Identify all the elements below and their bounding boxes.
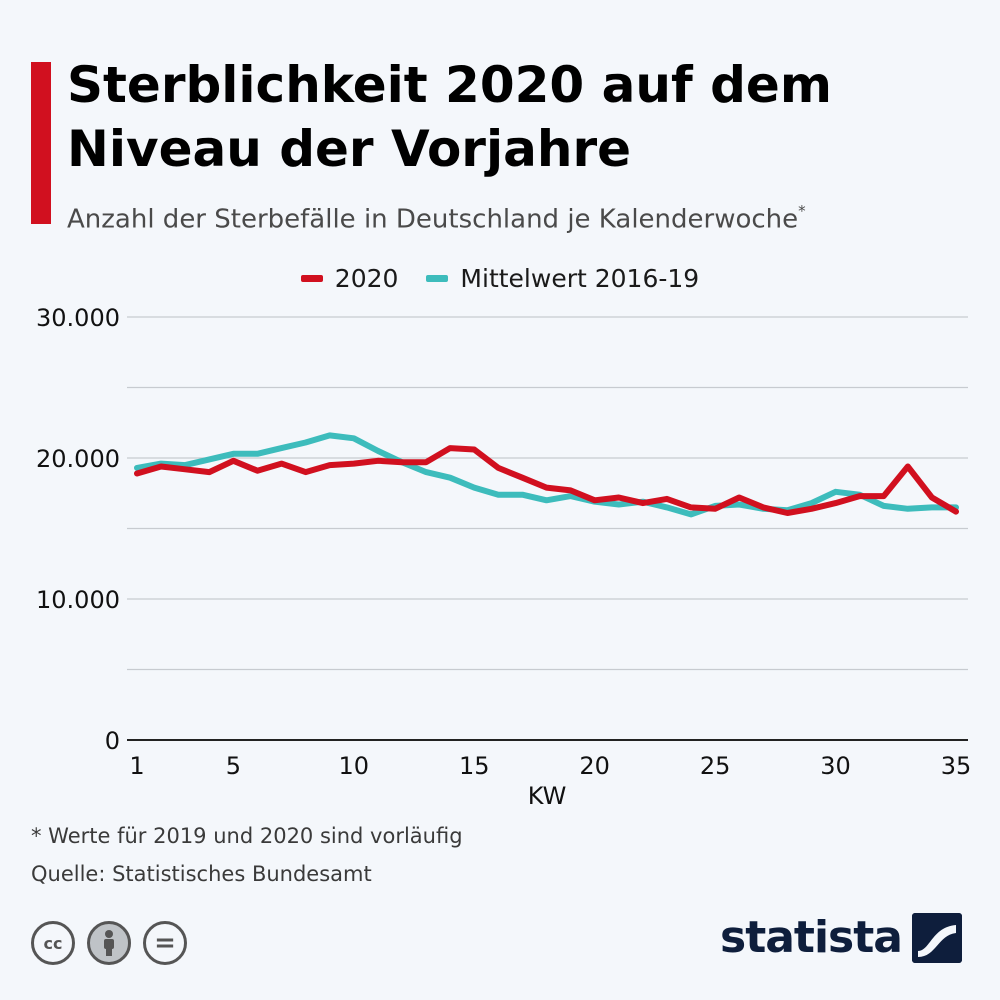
y-tick-label: 20.000	[36, 445, 120, 473]
x-tick-label: 30	[820, 752, 851, 780]
x-tick-label: 20	[579, 752, 610, 780]
title-accent-bar	[31, 62, 51, 224]
nd-icon-text: =	[154, 928, 176, 958]
x-axis-ticks: 1 5 10 15 20 25 30 35	[129, 752, 971, 780]
x-axis-label: KW	[528, 782, 567, 810]
y-axis-ticks: 0 10.000 20.000 30.000	[36, 304, 120, 755]
chart-series	[134, 432, 959, 518]
statista-brand[interactable]: statista	[720, 912, 962, 963]
legend-item-mittelwert: Mittelwert 2016-19	[426, 264, 699, 293]
nd-equals-icon[interactable]: =	[143, 921, 187, 965]
subtitle-footnote-mark: *	[798, 202, 806, 220]
license-icons: cc =	[31, 921, 187, 965]
footnote: * Werte für 2019 und 2020 sind vorläufig	[31, 824, 463, 848]
x-tick-label: 10	[339, 752, 370, 780]
chart-title: Sterblichkeit 2020 auf dem Niveau der Vo…	[67, 56, 832, 178]
chart-subtitle: Anzahl der Sterbefälle in Deutschland je…	[67, 193, 806, 240]
series-line-2020	[134, 445, 959, 516]
x-tick-label: 5	[226, 752, 241, 780]
statista-logo-icon	[911, 912, 962, 963]
brand-wordmark: statista	[720, 912, 903, 963]
x-tick-label: 15	[459, 752, 490, 780]
y-tick-label: 10.000	[36, 586, 120, 614]
x-tick-label: 25	[700, 752, 731, 780]
chart-legend: 2020 Mittelwert 2016-19	[0, 258, 1000, 298]
legend-swatch-2020	[300, 274, 323, 282]
x-tick-label: 35	[941, 752, 972, 780]
y-tick-label: 30.000	[36, 304, 120, 332]
source-note: Quelle: Statistisches Bundesamt	[31, 862, 372, 886]
legend-swatch-mittelwert	[426, 274, 449, 282]
cc-icon-text: cc	[43, 933, 63, 953]
legend-item-2020: 2020	[300, 263, 399, 293]
series-line-mittelwert	[134, 432, 959, 518]
chart-subtitle-text: Anzahl der Sterbefälle in Deutschland je…	[67, 204, 799, 235]
legend-label-2020: 2020	[334, 263, 399, 293]
legend-label-mittelwert: Mittelwert 2016-19	[460, 263, 700, 293]
x-tick-label: 1	[129, 752, 144, 780]
chart-gridlines	[127, 316, 968, 741]
by-person-icon[interactable]	[87, 921, 131, 965]
cc-icon[interactable]: cc	[31, 921, 75, 965]
person-icon	[104, 930, 114, 956]
y-tick-label: 0	[105, 727, 120, 755]
